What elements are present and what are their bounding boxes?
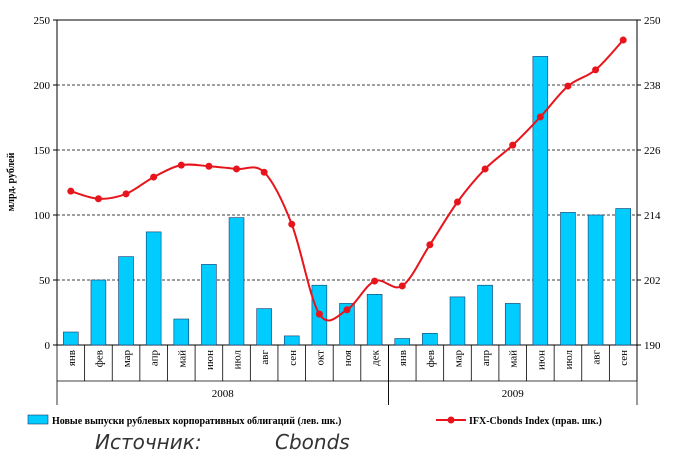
x-tick-label: апр — [480, 350, 492, 367]
y-tick-label: 250 — [34, 15, 51, 27]
bar — [145, 231, 162, 346]
x-tick-label: май — [508, 350, 520, 368]
line-point — [619, 36, 627, 44]
line-point — [122, 190, 130, 198]
y2-tick-label: 238 — [644, 80, 661, 92]
group-label: 2008 — [212, 388, 235, 400]
legend-swatch — [27, 414, 49, 425]
y2-tick-label: 250 — [644, 15, 661, 27]
x-tick-label: фев — [425, 350, 437, 367]
bar — [90, 279, 107, 346]
x-tick-label: ноя — [342, 350, 354, 366]
x-tick-label: мар — [121, 350, 133, 368]
bar — [504, 303, 521, 346]
x-tick-label: сен — [287, 350, 299, 366]
bar — [449, 296, 466, 346]
y2-tick-label: 202 — [644, 275, 661, 287]
line-point — [564, 82, 572, 90]
x-tick-label: сен — [618, 350, 630, 366]
line-point — [315, 310, 323, 318]
group-label: 2009 — [502, 388, 525, 400]
bar — [615, 208, 631, 346]
source-value: Cbonds — [275, 430, 350, 454]
x-tick-label: апр — [149, 350, 161, 367]
line-point — [536, 113, 544, 121]
bar — [118, 256, 134, 346]
y-tick-label: 0 — [45, 340, 51, 352]
bar — [339, 303, 355, 346]
x-tick-label: дек — [370, 349, 382, 365]
y-tick-label: 150 — [34, 145, 51, 157]
line-point — [426, 241, 434, 249]
bar — [63, 331, 79, 346]
line-point — [453, 198, 461, 206]
y-axis-label: млрд. рублей — [6, 152, 17, 211]
line-point — [94, 195, 102, 203]
legend-label: Новые выпуски рублевых корпоративных обл… — [52, 416, 341, 427]
line-point — [371, 277, 379, 285]
x-tick-label: янв — [397, 350, 409, 366]
bar — [173, 318, 190, 346]
bar — [366, 293, 383, 346]
bar — [201, 264, 217, 346]
x-tick-label: фев — [93, 350, 105, 367]
legend-swatch — [447, 416, 455, 424]
x-tick-label: июл — [232, 349, 244, 369]
bar — [284, 335, 300, 346]
bar — [532, 56, 549, 346]
bar — [256, 308, 272, 346]
bar — [477, 284, 493, 346]
x-tick-label: авг — [259, 350, 271, 365]
line-point — [67, 187, 75, 195]
line-point — [288, 220, 296, 228]
source-label: Источник: — [95, 430, 202, 454]
bar — [560, 212, 576, 346]
y2-tick-label: 190 — [644, 340, 661, 352]
line-point — [205, 162, 213, 170]
y2-tick-label: 214 — [644, 210, 661, 222]
x-tick-label: июл — [563, 349, 575, 369]
y-tick-label: 100 — [34, 210, 51, 222]
y-tick-label: 50 — [39, 275, 51, 287]
line-point — [260, 168, 268, 176]
line-point — [509, 141, 517, 149]
legend-label: IFX-Cbonds Index (прав. шк.) — [469, 416, 602, 427]
x-tick-label: июн — [204, 350, 216, 370]
line-point — [177, 161, 185, 169]
x-tick-label: авг — [591, 350, 603, 365]
line-point — [481, 165, 489, 173]
x-tick-label: май — [176, 350, 188, 368]
y-tick-label: 200 — [34, 80, 51, 92]
x-tick-label: окт — [314, 350, 326, 366]
x-tick-label: янв — [66, 350, 78, 366]
bar — [228, 217, 245, 346]
line-point — [343, 306, 351, 314]
y2-tick-label: 226 — [644, 145, 661, 157]
x-tick-label: июн — [535, 350, 547, 370]
line-point — [233, 165, 241, 173]
line-point — [150, 173, 158, 181]
bar — [394, 338, 410, 346]
line-point — [592, 66, 600, 74]
bar — [422, 332, 438, 346]
line-point — [398, 282, 406, 290]
x-tick-label: мар — [452, 350, 464, 368]
bar — [587, 214, 604, 346]
